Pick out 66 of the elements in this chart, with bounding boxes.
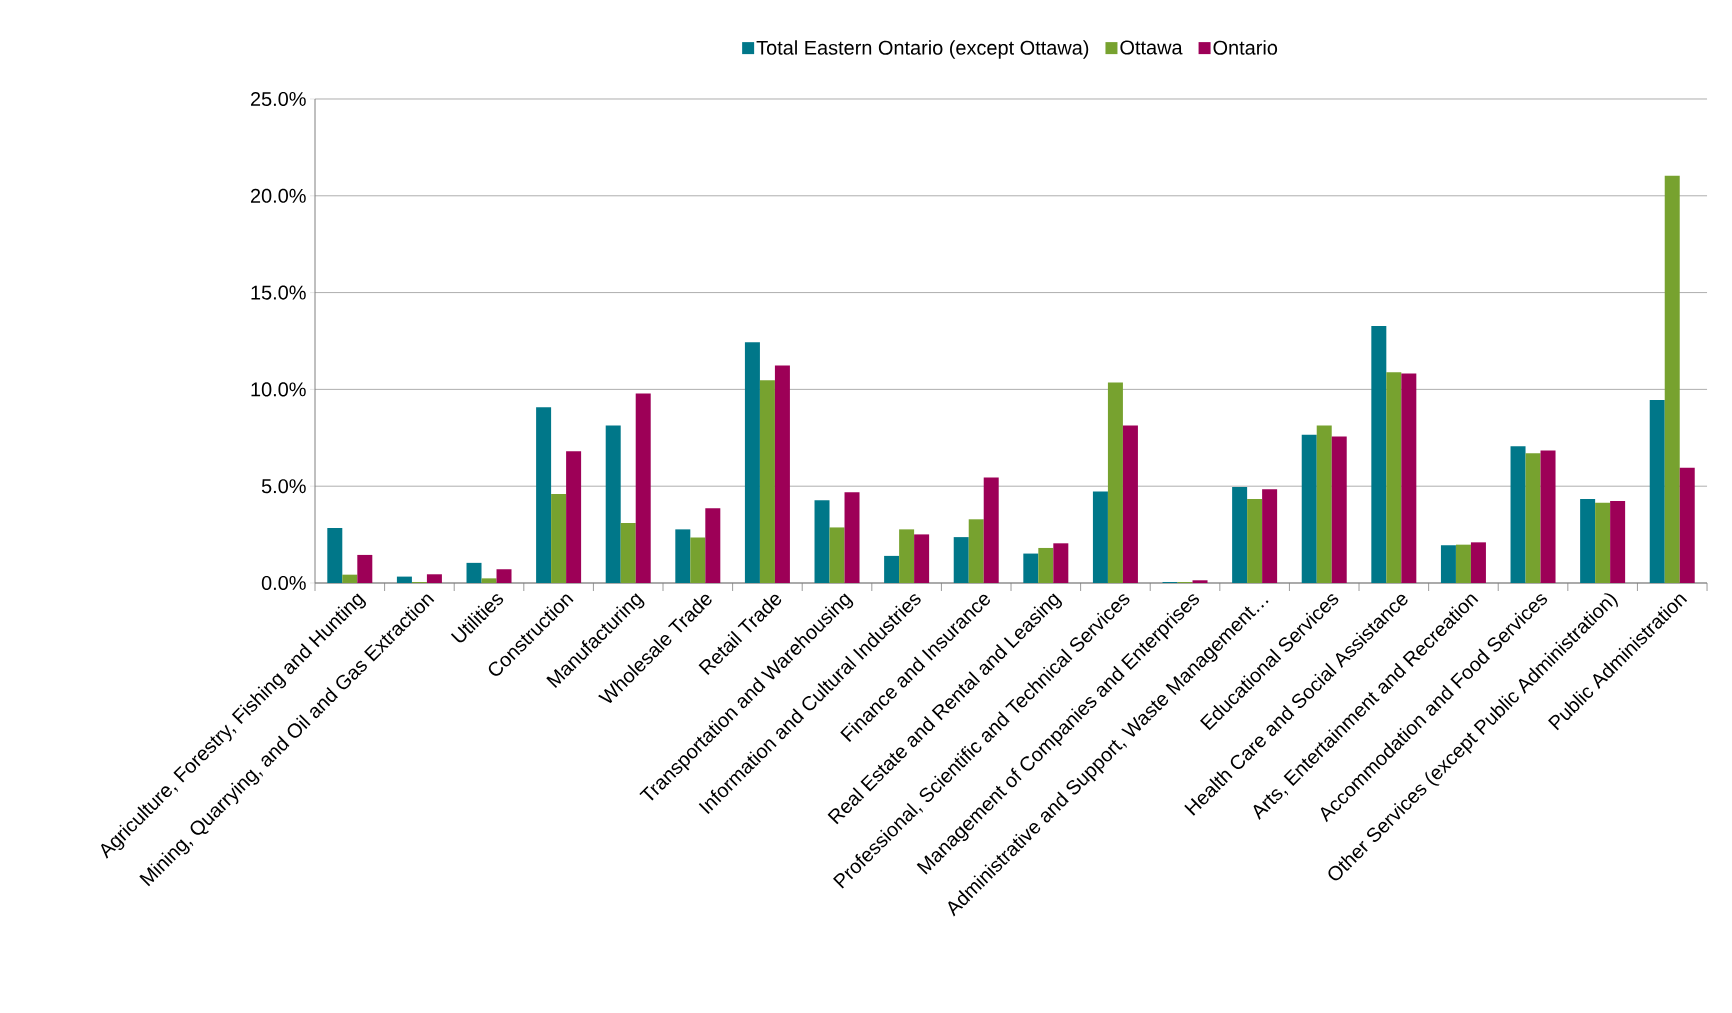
bar	[914, 534, 930, 583]
bar	[481, 578, 497, 583]
bar	[1122, 425, 1138, 583]
bar	[1331, 436, 1347, 583]
bar	[551, 493, 567, 583]
bar	[759, 380, 775, 583]
y-tick-label: 10.0%	[251, 382, 306, 397]
bar	[327, 528, 343, 583]
bar	[1301, 434, 1317, 583]
y-tick-label: 25.0%	[250, 91, 306, 107]
bar	[968, 519, 984, 583]
bar	[1316, 425, 1332, 583]
bar	[953, 537, 969, 583]
bar	[829, 527, 845, 583]
bar	[496, 569, 512, 583]
bar	[814, 500, 830, 583]
bar	[635, 393, 651, 583]
bar	[744, 342, 760, 583]
bar	[342, 574, 358, 583]
bar	[1580, 498, 1596, 583]
legend-label: Total Eastern Ontario (except Ottawa)	[756, 40, 1089, 59]
legend-label: Ottawa	[1120, 40, 1183, 55]
legend-label: Ontario	[1213, 40, 1278, 55]
bar	[1440, 545, 1456, 583]
bar	[1679, 467, 1695, 583]
bar	[1649, 400, 1665, 583]
bar	[566, 451, 582, 583]
bar	[774, 365, 790, 583]
bar	[536, 407, 552, 583]
bar	[1107, 382, 1123, 583]
bar	[1510, 446, 1526, 583]
bar	[357, 554, 373, 583]
bar	[844, 492, 860, 583]
bar	[620, 522, 636, 583]
bar	[1540, 450, 1556, 583]
y-tick-label: 5.0%	[261, 479, 306, 494]
bar	[1610, 500, 1626, 583]
bar	[1262, 489, 1278, 583]
bar	[426, 574, 442, 583]
bar	[1455, 544, 1471, 583]
bar	[1525, 453, 1541, 583]
bar	[1247, 498, 1263, 583]
bar	[605, 425, 621, 583]
bar	[690, 537, 706, 583]
bar	[1470, 542, 1486, 583]
bar	[884, 555, 900, 583]
bar	[1232, 486, 1248, 583]
bar	[899, 529, 915, 583]
bar	[983, 477, 999, 583]
bar	[1595, 502, 1611, 583]
bar	[1401, 373, 1417, 583]
bar	[396, 576, 412, 583]
bar	[1053, 543, 1069, 583]
bar	[1664, 175, 1680, 583]
y-tick-label: 0.0%	[261, 575, 306, 591]
bar	[1386, 372, 1402, 583]
bar	[675, 529, 691, 583]
bar	[1092, 491, 1108, 583]
bar	[466, 562, 482, 583]
bar	[1038, 547, 1054, 583]
y-tick-label: 15.0%	[251, 285, 306, 300]
bar	[1192, 580, 1208, 583]
y-tick-label: 20.0%	[250, 188, 306, 203]
bar	[705, 508, 721, 583]
bar	[1371, 325, 1387, 583]
bar	[1023, 553, 1039, 583]
